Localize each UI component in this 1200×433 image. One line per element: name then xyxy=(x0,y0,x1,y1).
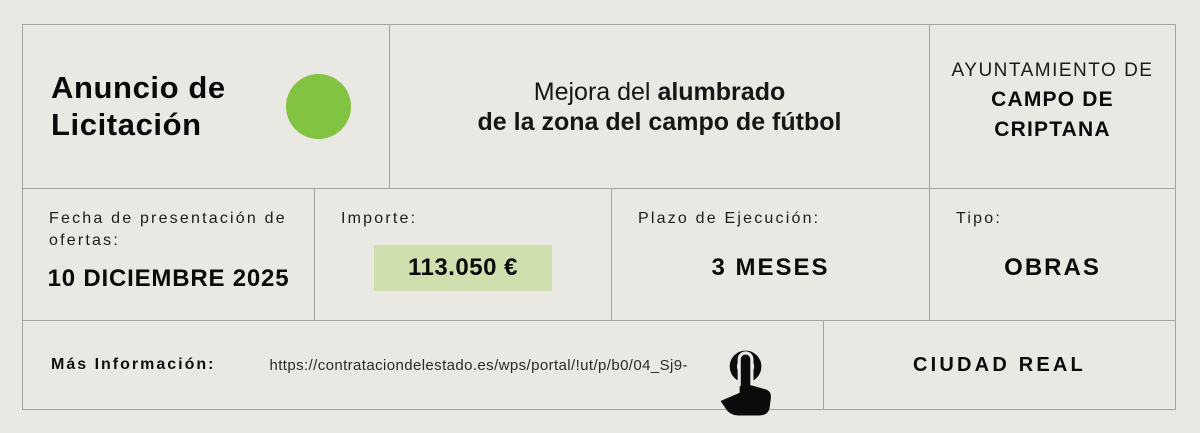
province-name: CIUDAD REAL xyxy=(913,353,1086,376)
project-title-line2: de la zona del campo de fútbol xyxy=(477,107,842,136)
footer-row: Más Información: https://contrataciondel… xyxy=(23,320,1175,416)
contract-type-value-wrap: OBRAS xyxy=(956,230,1175,306)
amount-cell: Importe: 113.050 € xyxy=(314,189,611,320)
page-title-line1: Anuncio de xyxy=(51,70,226,105)
more-info-label: Más Información: xyxy=(51,356,216,373)
execution-period-label: Plazo de Ejecución: xyxy=(638,210,821,227)
contract-type-cell: Tipo: OBRAS xyxy=(929,189,1175,320)
deadline-cell: Fecha de presentación de ofertas: 10 DIC… xyxy=(23,189,314,320)
details-row: Fecha de presentación de ofertas: 10 DIC… xyxy=(23,188,1175,320)
deadline-label: Fecha de presentación de ofertas: xyxy=(49,210,287,249)
green-circle-decoration xyxy=(286,74,351,139)
contract-type-label: Tipo: xyxy=(956,210,1002,227)
tender-announcement-card: Anuncio de Licitación Mejora del alumbra… xyxy=(22,24,1176,416)
organization-cell: AYUNTAMIENTO DE CAMPO DE CRIPTANA xyxy=(929,25,1175,188)
execution-period-value-wrap: 3 MESES xyxy=(638,230,929,306)
project-title-line1: Mejora del alumbrado xyxy=(534,77,785,107)
announcement-title-cell: Anuncio de Licitación xyxy=(23,25,389,188)
project-title-cell: Mejora del alumbrado de la zona del camp… xyxy=(389,25,929,188)
amount-label: Importe: xyxy=(341,210,418,227)
organization-name-line1: CAMPO DE xyxy=(991,87,1114,111)
execution-period-value: 3 MESES xyxy=(711,254,830,281)
page-title: Anuncio de Licitación xyxy=(51,69,389,143)
contract-type-value: OBRAS xyxy=(1004,254,1101,281)
amount-value-wrap: 113.050 € xyxy=(341,230,611,306)
page-title-line2: Licitación xyxy=(51,107,202,142)
tap-hand-icon xyxy=(720,350,771,416)
more-info-cell: Más Información: https://contrataciondel… xyxy=(23,321,823,416)
deadline-value: 10 DICIEMBRE 2025 xyxy=(47,265,290,292)
project-title-lead: Mejora del xyxy=(533,77,658,106)
deadline-value-wrap: 10 DICIEMBRE 2025 xyxy=(47,252,314,306)
execution-period-cell: Plazo de Ejecución: 3 MESES xyxy=(611,189,929,320)
organization-type: AYUNTAMIENTO DE xyxy=(951,59,1154,81)
header-row: Anuncio de Licitación Mejora del alumbra… xyxy=(23,25,1175,188)
province-cell: CIUDAD REAL xyxy=(823,321,1175,409)
project-title-bold: alumbrado xyxy=(657,77,786,106)
amount-value: 113.050 € xyxy=(374,245,552,291)
tender-url-link[interactable]: https://contrataciondelestado.es/wps/por… xyxy=(269,356,688,374)
organization-name-line2: CRIPTANA xyxy=(994,117,1111,141)
